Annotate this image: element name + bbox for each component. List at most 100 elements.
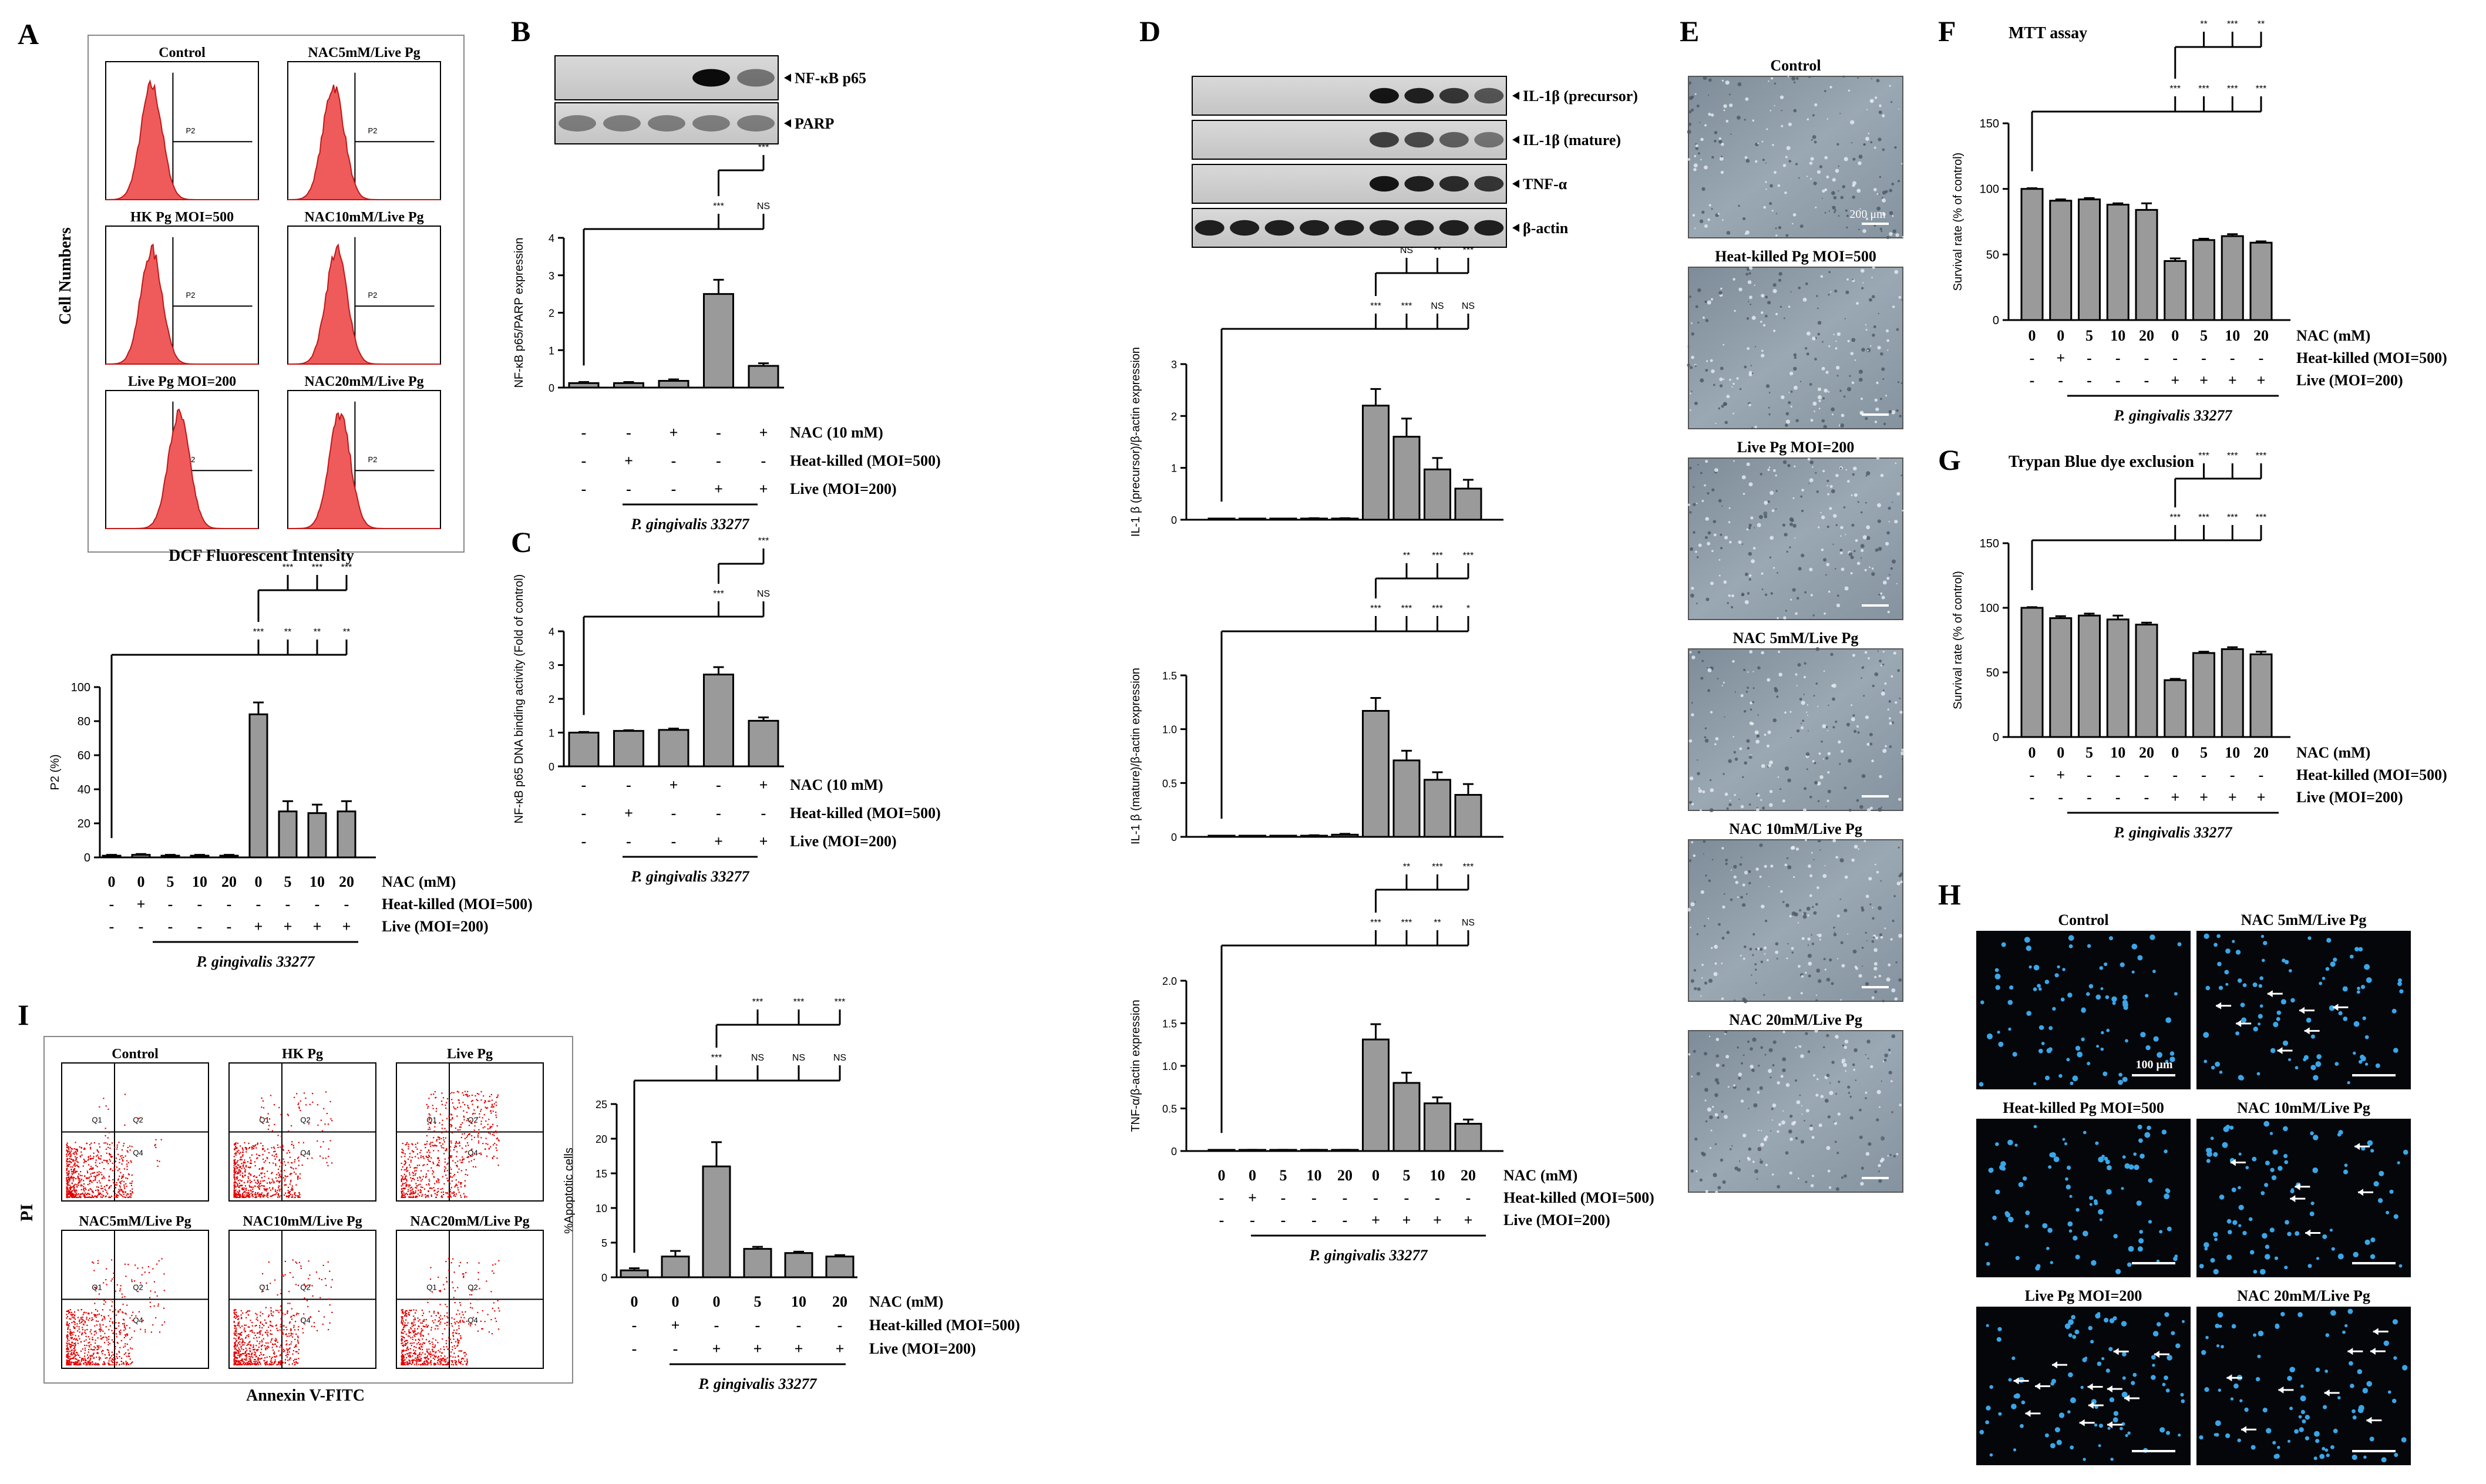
event-dot [411, 1143, 413, 1145]
event-dot [97, 1186, 99, 1188]
event-dot [264, 1150, 265, 1152]
event-dot [89, 1196, 90, 1198]
cell-speck [1860, 557, 1862, 559]
cell-speck [1765, 920, 1768, 923]
nucleus [2303, 1058, 2307, 1062]
cell-speck [1755, 948, 1758, 951]
event-dot [265, 1189, 267, 1191]
micrograph [1688, 839, 1903, 1002]
cell-speck [1748, 403, 1751, 406]
cell-speck [1878, 547, 1882, 551]
event-dot [455, 1143, 456, 1145]
event-dot [235, 1182, 237, 1183]
event-dot [82, 1193, 84, 1195]
event-dot [71, 1173, 73, 1175]
event-dot [415, 1196, 417, 1197]
event-dot [90, 1189, 92, 1190]
event-dot [459, 1129, 461, 1130]
event-dot [71, 1190, 73, 1192]
event-dot [483, 1095, 485, 1097]
treatment-row-label: Heat-killed (MOI=500) [790, 805, 941, 822]
event-dot [436, 1145, 438, 1147]
bar [568, 382, 600, 389]
cell-speck [1701, 659, 1704, 662]
event-dot [121, 1163, 123, 1165]
event-dot [70, 1148, 72, 1150]
cell-speck [1808, 864, 1811, 868]
cell-speck [1767, 678, 1771, 682]
nucleus [2098, 1424, 2103, 1428]
event-dot [408, 1186, 410, 1187]
cell-speck [1818, 933, 1822, 938]
event-dot [260, 1172, 262, 1174]
event-dot [66, 1186, 68, 1187]
event-dot [413, 1192, 415, 1194]
event-dot [419, 1177, 421, 1179]
sig-label: *** [2256, 84, 2267, 94]
blot-strip [554, 55, 779, 100]
event-dot [240, 1165, 241, 1167]
event-dot [155, 1139, 157, 1140]
cell-speck [1832, 413, 1834, 416]
cell-speck [1814, 140, 1817, 144]
event-dot [83, 1189, 85, 1190]
treatment-sign: + [670, 776, 678, 793]
event-dot [96, 1186, 98, 1188]
cell-speck [1898, 934, 1903, 938]
cell-speck [1873, 967, 1878, 971]
sig-label: *** [2227, 84, 2238, 94]
nucleus [2338, 1130, 2343, 1135]
event-dot [70, 1169, 72, 1170]
quadrant-label: Q4 [133, 1149, 143, 1157]
cell-speck [1826, 1034, 1829, 1038]
event-dot [68, 1176, 69, 1178]
cell-speck [1821, 419, 1825, 423]
cell-speck [1837, 958, 1839, 960]
event-dot [401, 1191, 402, 1193]
cell-speck [1803, 911, 1807, 916]
cell-speck [1846, 278, 1849, 281]
cell-speck [1853, 466, 1857, 471]
cell-speck [1848, 552, 1853, 556]
cell-speck [1798, 567, 1802, 571]
cell-speck [1726, 395, 1730, 398]
event-dot [428, 1116, 430, 1118]
event-dot [425, 1194, 426, 1196]
nucleus [2219, 1071, 2223, 1074]
event-dot [233, 1166, 235, 1168]
cell-speck [1774, 105, 1775, 107]
event-dot [82, 1332, 83, 1334]
event-dot [403, 1187, 405, 1189]
cell-speck [1844, 1045, 1847, 1049]
event-dot [238, 1194, 240, 1196]
treatment-sign: - [2144, 789, 2149, 806]
cell-speck [1823, 425, 1827, 429]
event-dot [278, 1194, 280, 1197]
event-dot [484, 1148, 486, 1150]
nucleus [2015, 1256, 2020, 1260]
event-dot [127, 1196, 129, 1198]
event-dot [279, 1166, 281, 1167]
y-axis-title: Survival rate (% of control) [1952, 153, 1964, 291]
nucleus [2352, 1454, 2357, 1461]
nucleus [2182, 1320, 2185, 1323]
arrow-icon [2087, 1383, 2093, 1391]
nucleus [2216, 934, 2221, 938]
nucleus [2315, 1439, 2320, 1443]
cell-speck [1710, 788, 1714, 792]
event-dot [240, 1171, 241, 1173]
cell-speck [1707, 531, 1711, 535]
nucleus [2235, 1031, 2240, 1036]
cell-speck [1779, 305, 1782, 308]
nucleus [2124, 1163, 2130, 1169]
gate-label: P2 [368, 455, 377, 464]
nucleus [2151, 1375, 2156, 1380]
cell-speck [1724, 716, 1725, 718]
cell-speck [1688, 110, 1692, 114]
event-dot [111, 1142, 113, 1144]
event-dot [453, 1108, 455, 1109]
cell-speck [1691, 655, 1696, 659]
cell-speck [1882, 114, 1885, 117]
